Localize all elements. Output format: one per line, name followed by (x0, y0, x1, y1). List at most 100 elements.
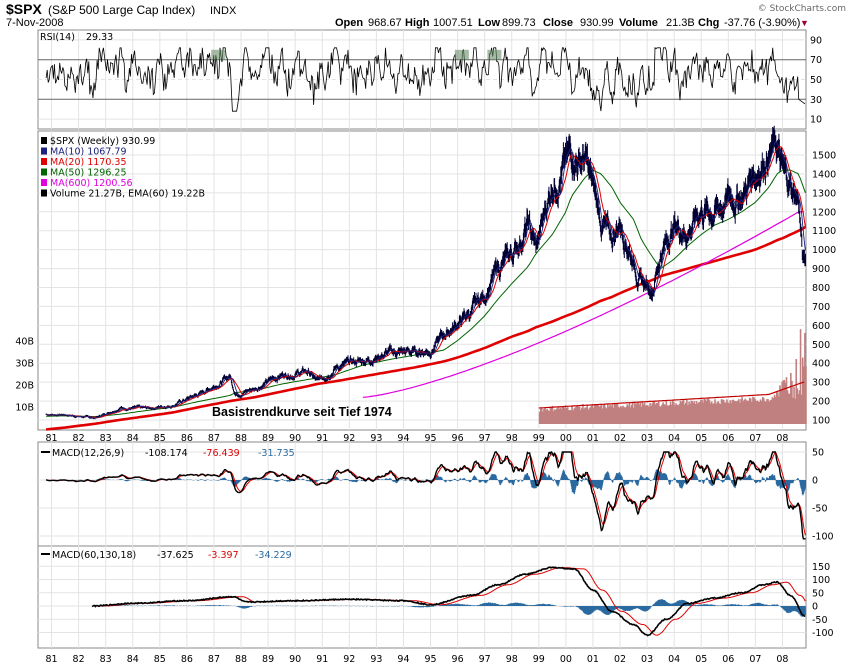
volume-bar (676, 404, 678, 424)
macd2-v1: -37.625 (157, 550, 194, 561)
volume-bar (725, 402, 727, 424)
macd1-tick-label: 0 (812, 476, 818, 487)
price-tick-label: 300 (812, 378, 830, 389)
volume-bar (617, 406, 620, 424)
volume-bar (675, 403, 677, 424)
volume-value: 21.3B (666, 17, 695, 29)
volume-bar (768, 401, 770, 424)
macd1-tick-label: -100 (812, 532, 834, 543)
x-tick-label: 84 (127, 654, 139, 665)
volume-bar (615, 403, 618, 424)
volume-bar (754, 399, 756, 424)
volume-bar (727, 402, 729, 424)
volume-tick-label: 10B (15, 403, 34, 414)
volume-bar (686, 399, 688, 424)
volume-bar (695, 401, 698, 424)
volume-bar (664, 404, 667, 424)
volume-bar (707, 398, 710, 424)
volume-bar (665, 400, 668, 424)
rsi-label: RSI(14) (40, 32, 75, 43)
volume-bar (704, 399, 707, 424)
rsi-line (45, 46, 806, 112)
volume-bar (702, 402, 704, 424)
volume-bar (782, 380, 785, 424)
exchange: INDX (210, 5, 237, 17)
volume-bar (635, 403, 637, 424)
rsi-tick-label: 70 (810, 55, 822, 66)
x-tick-label: 94 (397, 433, 409, 444)
volume-bar (571, 405, 573, 424)
rsi-tick-label: 50 (810, 75, 822, 86)
volume-bar (687, 405, 689, 424)
volume-bar (561, 406, 564, 424)
volume-bar (801, 357, 804, 424)
volume-bar (669, 401, 672, 424)
x-tick-label: 88 (235, 654, 247, 665)
macd1-v2: -76.439 (203, 448, 240, 459)
volume-bar (550, 407, 553, 424)
macd1-histogram (46, 469, 806, 496)
price-tick-label: 1000 (812, 245, 836, 256)
volume-bar (599, 405, 602, 424)
volume-bar (647, 405, 649, 424)
volume-bar (752, 396, 754, 424)
volume-tick-label: 30B (15, 359, 34, 370)
rsi-overbought-fill (454, 49, 469, 60)
x-tick-label: 95 (424, 654, 436, 665)
volume-bar (613, 403, 616, 424)
volume-bar (622, 405, 624, 424)
volume-bar (651, 403, 654, 424)
volume-bar (764, 401, 766, 424)
volume-bar (735, 401, 738, 424)
volume-bar (690, 400, 693, 424)
volume-bar (574, 407, 577, 424)
price-plot (45, 125, 807, 431)
volume-bar (652, 401, 655, 424)
chg-value: -37.76 (-3.90%) (724, 17, 800, 29)
volume-bar (585, 407, 587, 424)
ohlc-readout: Open 968.67 High 1007.51 Low 899.73 Clos… (335, 17, 809, 29)
volume-bar (641, 401, 644, 424)
x-tick-label: 01 (587, 433, 599, 444)
x-tick-label: 98 (506, 654, 518, 665)
index-name: (S&P 500 Large Cap Index) (48, 3, 195, 17)
volume-bar (706, 399, 709, 424)
volume-bar (624, 407, 626, 424)
volume-bar (668, 405, 671, 424)
x-tick-label: 92 (343, 654, 355, 665)
price-tick-label: 800 (812, 283, 830, 294)
x-tick-label: 82 (73, 433, 85, 444)
x-tick-label: 84 (127, 433, 139, 444)
x-tick-label: 99 (533, 654, 545, 665)
volume-bar (646, 405, 648, 424)
volume-bar (769, 400, 772, 424)
volume-bar (748, 397, 751, 424)
price-tick-label: 1200 (812, 207, 836, 218)
x-tick-label: 07 (749, 433, 761, 444)
x-tick-label: 93 (370, 433, 382, 444)
volume-bar (714, 399, 716, 424)
volume-bar (773, 394, 776, 424)
x-tick-label: 87 (208, 654, 220, 665)
macd1-line (46, 451, 806, 540)
volume-bar (766, 399, 768, 424)
legend-entry: MA(600) 1200.56 (50, 178, 133, 189)
volume-bar (631, 402, 634, 424)
volume-tick-label: 20B (15, 381, 34, 392)
volume-bar (584, 407, 586, 424)
x-tick-label: 86 (181, 433, 193, 444)
ma600-line (362, 211, 805, 398)
open-label: Open (335, 17, 363, 29)
price-tick-label: 1300 (812, 188, 836, 199)
macd2-panel (37, 545, 807, 649)
volume-bar (733, 401, 736, 424)
macd2-legend: MACD(60,130,18) -37.625 -3.397 -34.229 (52, 550, 292, 561)
macd2-plot (41, 553, 806, 637)
volume-bar (787, 393, 790, 424)
volume-bar (583, 408, 585, 424)
macd2-tick-label: 150 (812, 562, 830, 573)
volume-bar (691, 400, 694, 424)
volume-bar (650, 405, 652, 424)
legend-entry: $SPX (Weekly) 930.99 (50, 136, 155, 147)
volume-bar (780, 389, 782, 424)
